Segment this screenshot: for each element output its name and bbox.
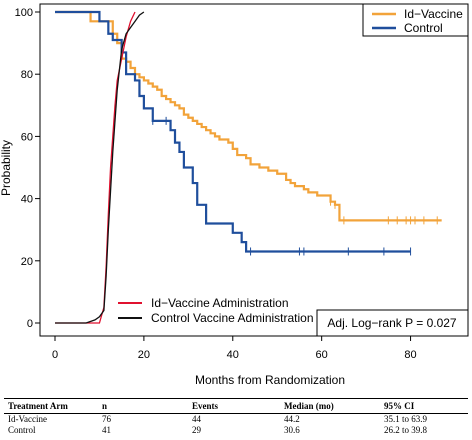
annotation-text: Adj. Log−rank P = 0.027 (327, 316, 457, 330)
series-line-1 (55, 10, 411, 253)
legend-label-id-vaccine: Id−Vaccine (404, 7, 463, 21)
x-tick-label: 80 (404, 349, 416, 361)
legend-bottom: Id−Vaccine Administration Control Vaccin… (118, 296, 314, 325)
header-median: Median (mo) (280, 398, 380, 414)
summary-header-row: Treatment Arm n Events Median (mo) 95% C… (4, 398, 468, 414)
y-axis-title: Probability (0, 140, 13, 196)
x-axis-title: Months from Randomization (195, 373, 345, 387)
header-ci: 95% CI (380, 398, 468, 414)
x-tick-label: 20 (138, 349, 150, 361)
legend-label-control-admin: Control Vaccine Administration (151, 311, 314, 325)
legend-label-id-vaccine-admin: Id−Vaccine Administration (151, 296, 289, 310)
cell-events: 44 (192, 414, 201, 424)
x-tick-label: 40 (227, 349, 239, 361)
legend-label-control: Control (404, 21, 443, 35)
cell-median: 30.6 (284, 425, 300, 435)
y-tick-label: 0 (27, 318, 33, 330)
cell-arm: Control (8, 425, 36, 435)
annotation-box (316, 309, 469, 337)
cell-n: 76 (102, 414, 111, 424)
plot-frame (39, 3, 469, 337)
series-layer (55, 10, 442, 324)
cell-arm: Id-Vaccine (8, 414, 47, 424)
header-events: Events (188, 398, 280, 414)
series-line-3 (55, 11, 145, 324)
summary-table: Treatment Arm n Events Median (mo) 95% C… (4, 398, 468, 436)
axis-layer: 0 20 40 60 80 0 20 40 60 80 100 (15, 7, 417, 361)
y-tick-label: 20 (21, 256, 33, 268)
cell-ci: 35.1 to 63.9 (384, 414, 428, 424)
y-tick-label: 100 (15, 7, 33, 19)
y-tick-label: 80 (21, 69, 33, 81)
series-line-0 (55, 10, 442, 222)
logrank-annotation: Adj. Log−rank P = 0.027 (316, 309, 469, 337)
y-tick-label: 40 (21, 194, 33, 206)
legend-top: Id−Vaccine Control (362, 3, 469, 37)
legend-top-box (362, 3, 469, 37)
table-row: Id-Vaccine 76 44 44.2 35.1 to 63.9 (4, 414, 468, 426)
table-row: Control 41 29 30.6 26.2 to 39.8 (4, 425, 468, 436)
header-n: n (98, 398, 188, 414)
cell-events: 29 (192, 425, 201, 435)
cell-median: 44.2 (284, 414, 300, 424)
header-treatment-arm: Treatment Arm (4, 398, 98, 414)
x-tick-label: 60 (316, 349, 328, 361)
cell-ci: 26.2 to 39.8 (384, 425, 428, 435)
cell-n: 41 (102, 425, 111, 435)
x-tick-label: 0 (52, 349, 58, 361)
survival-chart: 0 20 40 60 80 0 20 40 60 80 100 Probability Months… (0, 3, 469, 387)
y-tick-label: 60 (21, 131, 33, 143)
